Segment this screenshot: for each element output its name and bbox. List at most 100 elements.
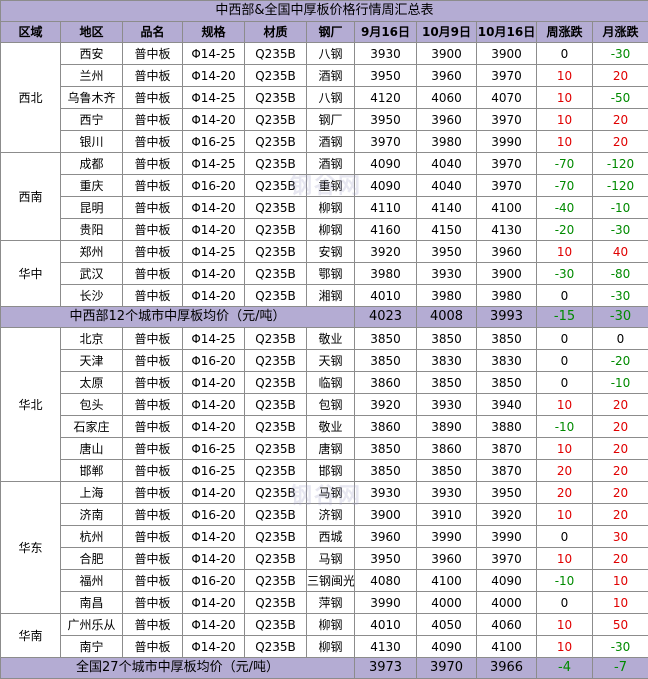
product-cell: 普中板 <box>123 548 183 570</box>
price-oct9-cell: 4090 <box>417 636 477 658</box>
price-oct16-cell: 3880 <box>477 416 537 438</box>
city-cell: 包头 <box>61 394 123 416</box>
weekly-change-cell: 10 <box>537 241 593 263</box>
price-oct9-cell: 3850 <box>417 328 477 350</box>
mill-cell: 天钢 <box>307 350 355 372</box>
column-header: 地区 <box>61 22 123 43</box>
monthly-change-cell: 20 <box>593 109 648 131</box>
city-cell: 邯郸 <box>61 460 123 482</box>
mill-cell: 唐钢 <box>307 438 355 460</box>
price-sep16-cell: 3950 <box>355 65 417 87</box>
monthly-change-cell: 10 <box>593 592 648 614</box>
city-cell: 太原 <box>61 372 123 394</box>
mill-cell: 三钢闽光 <box>307 570 355 592</box>
material-cell: Q235B <box>245 219 307 241</box>
price-oct9-cell: 3980 <box>417 131 477 153</box>
price-oct9-cell: 3930 <box>417 394 477 416</box>
weekly-change-cell: -30 <box>537 263 593 285</box>
product-cell: 普中板 <box>123 263 183 285</box>
material-cell: Q235B <box>245 153 307 175</box>
spec-cell: Φ14-25 <box>183 87 245 109</box>
spec-cell: Φ14-25 <box>183 153 245 175</box>
monthly-change-cell: 20 <box>593 131 648 153</box>
spec-cell: Φ14-20 <box>183 372 245 394</box>
price-oct16-cell: 3830 <box>477 350 537 372</box>
price-oct16-cell: 3900 <box>477 43 537 65</box>
summary-price-oct16: 3966 <box>477 658 537 679</box>
monthly-change-cell: 20 <box>593 548 648 570</box>
price-oct16-cell: 3970 <box>477 548 537 570</box>
price-oct16-cell: 3920 <box>477 504 537 526</box>
mill-cell: 钢厂 <box>307 109 355 131</box>
monthly-change-cell: -30 <box>593 219 648 241</box>
spec-cell: Φ14-20 <box>183 636 245 658</box>
product-cell: 普中板 <box>123 219 183 241</box>
monthly-change-cell: -50 <box>593 87 648 109</box>
material-cell: Q235B <box>245 460 307 482</box>
monthly-change-cell: 20 <box>593 438 648 460</box>
region-cell: 华中 <box>1 241 61 307</box>
price-oct9-cell: 4150 <box>417 219 477 241</box>
summary-weekly-change: -4 <box>537 658 593 679</box>
weekly-change-cell: 0 <box>537 350 593 372</box>
weekly-change-cell: 0 <box>537 43 593 65</box>
material-cell: Q235B <box>245 87 307 109</box>
price-sep16-cell: 4010 <box>355 614 417 636</box>
mill-cell: 西城 <box>307 526 355 548</box>
spec-cell: Φ14-20 <box>183 197 245 219</box>
city-cell: 重庆 <box>61 175 123 197</box>
price-oct9-cell: 3930 <box>417 263 477 285</box>
monthly-change-cell: -10 <box>593 197 648 219</box>
city-cell: 成都 <box>61 153 123 175</box>
city-cell: 昆明 <box>61 197 123 219</box>
price-sep16-cell: 3850 <box>355 328 417 350</box>
weekly-change-cell: 0 <box>537 328 593 350</box>
mill-cell: 敬业 <box>307 416 355 438</box>
monthly-change-cell: -30 <box>593 636 648 658</box>
monthly-change-cell: -20 <box>593 350 648 372</box>
price-oct16-cell: 3990 <box>477 131 537 153</box>
weekly-change-cell: -40 <box>537 197 593 219</box>
weekly-change-cell: 10 <box>537 438 593 460</box>
price-sep16-cell: 3860 <box>355 372 417 394</box>
column-header: 规格 <box>183 22 245 43</box>
material-cell: Q235B <box>245 131 307 153</box>
price-sep16-cell: 4120 <box>355 87 417 109</box>
material-cell: Q235B <box>245 197 307 219</box>
mill-cell: 柳钢 <box>307 219 355 241</box>
region-cell: 西北 <box>1 43 61 153</box>
price-oct9-cell: 3960 <box>417 65 477 87</box>
monthly-change-cell: 30 <box>593 526 648 548</box>
weekly-change-cell: 20 <box>537 482 593 504</box>
price-oct16-cell: 3970 <box>477 175 537 197</box>
spec-cell: Φ16-20 <box>183 175 245 197</box>
weekly-change-cell: 10 <box>537 636 593 658</box>
spec-cell: Φ14-20 <box>183 394 245 416</box>
monthly-change-cell: -30 <box>593 285 648 307</box>
product-cell: 普中板 <box>123 416 183 438</box>
price-sep16-cell: 3850 <box>355 438 417 460</box>
summary-weekly-change: -15 <box>537 307 593 328</box>
spec-cell: Φ14-20 <box>183 482 245 504</box>
spec-cell: Φ16-20 <box>183 504 245 526</box>
product-cell: 普中板 <box>123 197 183 219</box>
product-cell: 普中板 <box>123 372 183 394</box>
price-oct9-cell: 4140 <box>417 197 477 219</box>
price-oct9-cell: 4040 <box>417 153 477 175</box>
product-cell: 普中板 <box>123 570 183 592</box>
price-oct16-cell: 4060 <box>477 614 537 636</box>
weekly-change-cell: 10 <box>537 131 593 153</box>
mill-cell: 酒钢 <box>307 153 355 175</box>
price-oct16-cell: 3950 <box>477 482 537 504</box>
spec-cell: Φ16-20 <box>183 570 245 592</box>
monthly-change-cell: -10 <box>593 372 648 394</box>
monthly-change-cell: 10 <box>593 570 648 592</box>
price-sep16-cell: 3990 <box>355 592 417 614</box>
column-header: 钢厂 <box>307 22 355 43</box>
mill-cell: 八钢 <box>307 87 355 109</box>
